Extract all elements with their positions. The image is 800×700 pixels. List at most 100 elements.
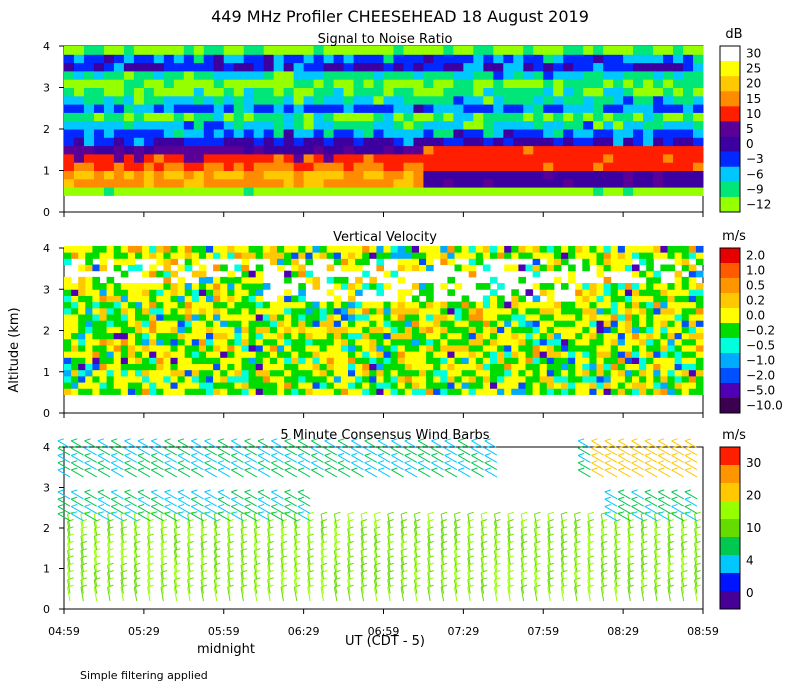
wind-barb-staff <box>520 579 525 594</box>
vv-cell <box>71 351 79 358</box>
vv-cell <box>206 388 214 395</box>
vv-cell <box>227 301 235 309</box>
vv-cell <box>106 363 115 371</box>
vv-cell <box>674 283 683 290</box>
vv-cell <box>269 363 278 371</box>
snr-cell <box>363 62 375 72</box>
wind-barb-flag <box>57 460 65 464</box>
vv-cell <box>106 314 115 321</box>
vv-cell <box>198 357 207 364</box>
snr-cell <box>153 137 165 147</box>
snr-cell <box>243 153 255 163</box>
vv-cell <box>376 301 384 309</box>
vv-cell <box>397 388 406 395</box>
snr-cell <box>673 46 684 55</box>
wind-barb-staff <box>654 572 658 587</box>
wind-barb-staff <box>640 579 645 594</box>
vv-cell <box>284 270 292 278</box>
vv-cell <box>142 245 150 253</box>
snr-cell <box>513 104 524 113</box>
vv-cell <box>617 301 626 309</box>
snr-cell <box>453 145 464 155</box>
snr-cell <box>453 70 464 80</box>
wind-barb-staff <box>377 462 391 471</box>
wind-barb-staff <box>164 454 177 463</box>
snr-cell <box>363 170 375 180</box>
vv-cell <box>419 307 427 315</box>
wind-barb-flag <box>134 511 141 515</box>
snr-cell <box>693 46 704 55</box>
vv-cell <box>433 252 441 259</box>
vv-cell <box>582 283 590 290</box>
wind-barb-flag <box>694 511 701 515</box>
vv-cell <box>269 258 278 265</box>
vv-cell <box>355 301 363 309</box>
snr-cell <box>623 46 634 55</box>
vv-cell <box>511 382 519 389</box>
vv-cell <box>667 283 676 290</box>
snr-cell <box>123 79 135 88</box>
wind-barb-staff <box>427 521 431 536</box>
snr-cell <box>683 137 694 147</box>
snr-cell <box>313 104 325 113</box>
vv-cell <box>149 245 157 253</box>
vv-cell <box>248 301 257 309</box>
snr-cell <box>643 129 654 138</box>
vv-cell <box>440 258 448 265</box>
colorbar-swatch <box>720 338 740 354</box>
wind-barb-staff <box>431 469 444 478</box>
vv-cell <box>390 245 399 253</box>
snr-cell <box>223 104 235 113</box>
vv-cell <box>284 351 292 358</box>
vv-cell <box>681 332 690 340</box>
vv-cell <box>248 252 257 259</box>
snr-cell <box>403 104 414 113</box>
vv-cell <box>312 382 321 389</box>
vv-cell <box>369 363 377 371</box>
vv-cell <box>433 307 441 315</box>
wind-barb-staff <box>57 469 71 478</box>
vv-cell <box>561 258 569 265</box>
snr-cell <box>463 137 474 147</box>
wind-barb-staff <box>244 505 258 514</box>
vv-cell <box>369 326 377 334</box>
wind-barb-flag <box>174 511 181 515</box>
vv-cell <box>454 252 463 259</box>
wind-barb-staff <box>297 513 311 522</box>
wind-barb-staff <box>520 565 525 580</box>
snr-cell <box>383 46 394 55</box>
wind-barb-flag <box>374 511 381 515</box>
vv-cell <box>319 338 328 346</box>
wind-barb-staff <box>631 447 644 456</box>
wind-barb-staff <box>404 454 418 463</box>
snr-cell <box>243 145 255 155</box>
vv-cell <box>575 307 583 315</box>
vv-cell <box>277 344 285 352</box>
wind-barb-staff <box>320 543 324 558</box>
vv-cell <box>426 388 434 395</box>
vv-cell <box>156 344 164 352</box>
vv-cell <box>582 252 590 259</box>
wind-barb-staff <box>231 454 244 463</box>
colorbar-tick-label: 0 <box>746 137 754 151</box>
wind-barb-staff <box>293 587 298 601</box>
vv-cell <box>170 320 179 327</box>
snr-cell <box>633 129 644 138</box>
vv-cell <box>561 332 569 340</box>
wind-barb-staff <box>137 513 151 522</box>
colorbar-swatch <box>720 465 740 484</box>
snr-cell <box>583 153 594 163</box>
vv-cell <box>440 375 448 383</box>
vv-cell <box>113 388 122 395</box>
snr-cell <box>223 162 235 171</box>
wind-barb-flag <box>364 452 371 456</box>
vv-cell <box>120 270 129 278</box>
snr-cell <box>283 104 295 113</box>
vv-cell <box>298 351 306 358</box>
vv-cell <box>234 382 242 389</box>
snr-cell <box>563 178 574 188</box>
vv-cell <box>184 252 193 259</box>
vv-cell <box>596 375 605 383</box>
snr-cell <box>383 170 394 180</box>
snr-cell <box>633 112 644 122</box>
